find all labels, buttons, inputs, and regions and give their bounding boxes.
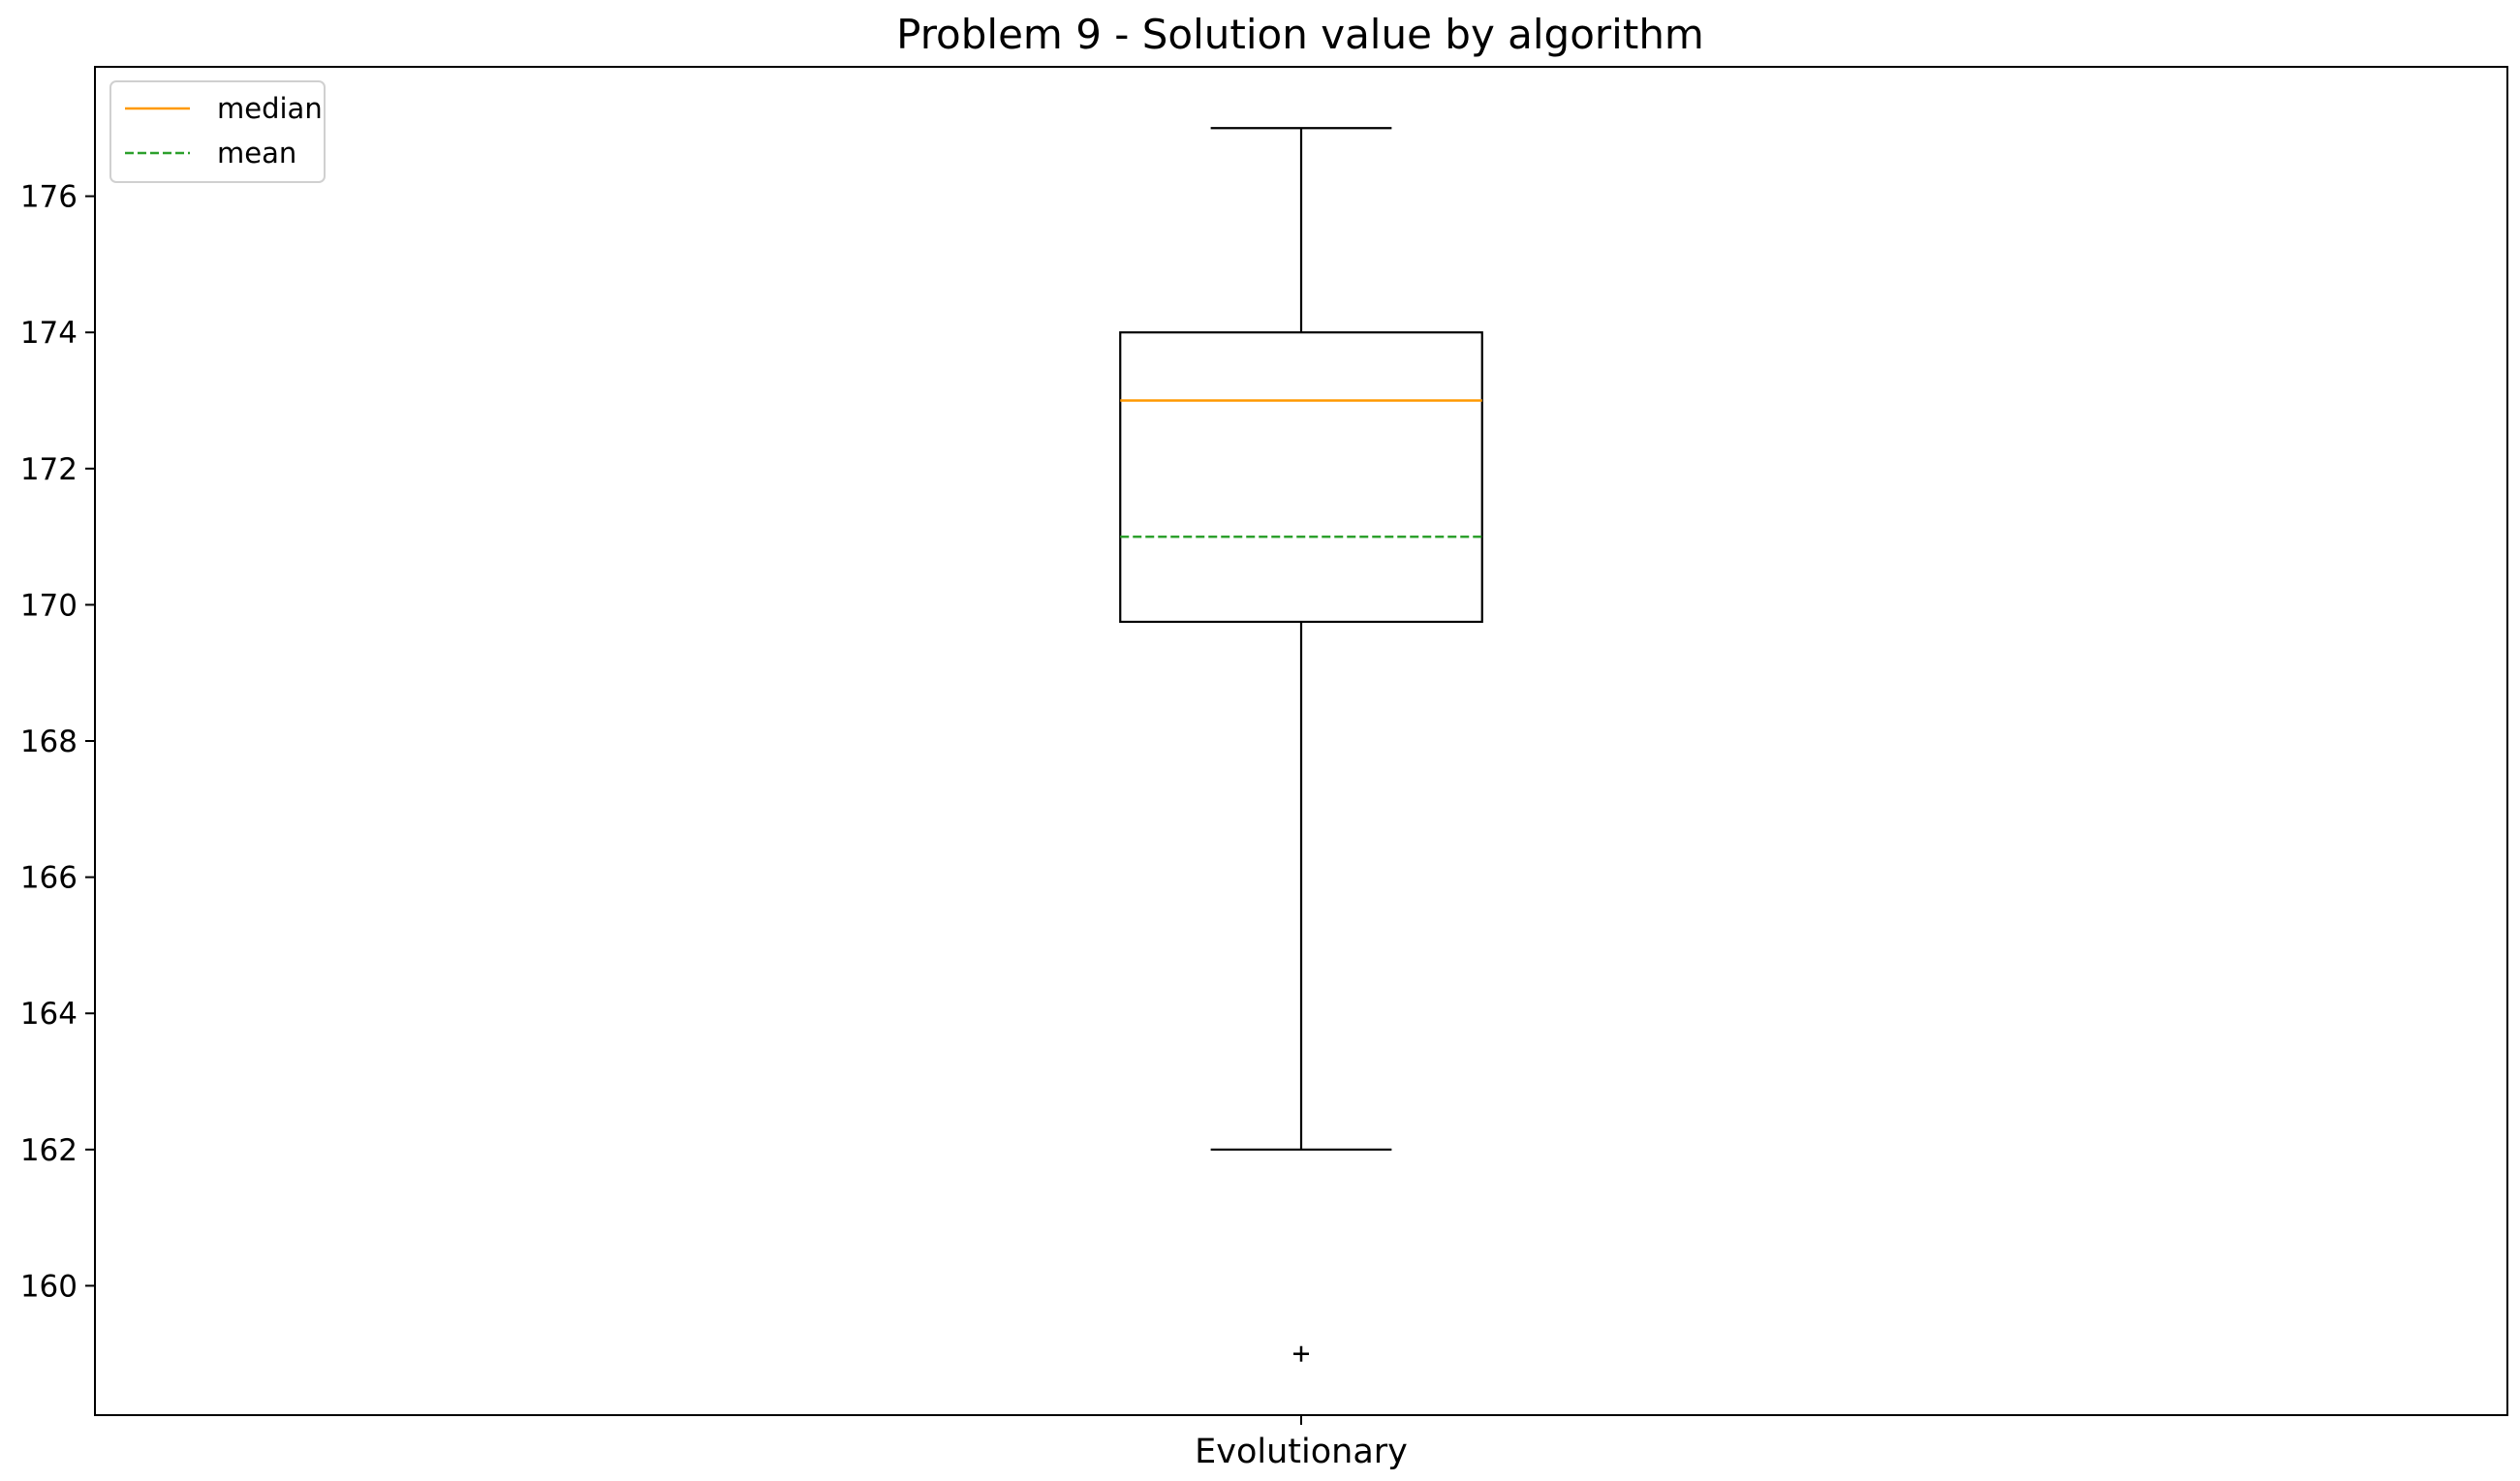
box-plot-group [1119, 127, 1483, 1362]
y-axis: 160 162 164 166 168 170 172 174 176 [20, 180, 95, 1304]
legend-frame [109, 80, 326, 183]
y-tick-label: 162 [20, 1133, 78, 1168]
y-tick-label: 168 [20, 725, 78, 759]
y-tick-label: 174 [20, 316, 78, 351]
x-axis: Evolutionary [1195, 1415, 1408, 1471]
y-tick-label: 172 [20, 452, 78, 487]
y-tick-label: 160 [20, 1269, 78, 1304]
y-tick-label: 166 [20, 861, 78, 896]
outlier-marker [1293, 1345, 1309, 1362]
x-tick-label: Evolutionary [1195, 1433, 1408, 1471]
y-tick-label: 164 [20, 997, 78, 1032]
interquartile-box [1119, 331, 1483, 624]
legend-label-median: median [217, 92, 323, 125]
chart-title: Problem 9 - Solution value by algorithm [896, 11, 1704, 58]
y-tick-label: 170 [20, 588, 78, 623]
legend-label-mean: mean [217, 137, 296, 170]
legend: median mean [109, 80, 326, 183]
y-tick-label: 176 [20, 180, 78, 215]
